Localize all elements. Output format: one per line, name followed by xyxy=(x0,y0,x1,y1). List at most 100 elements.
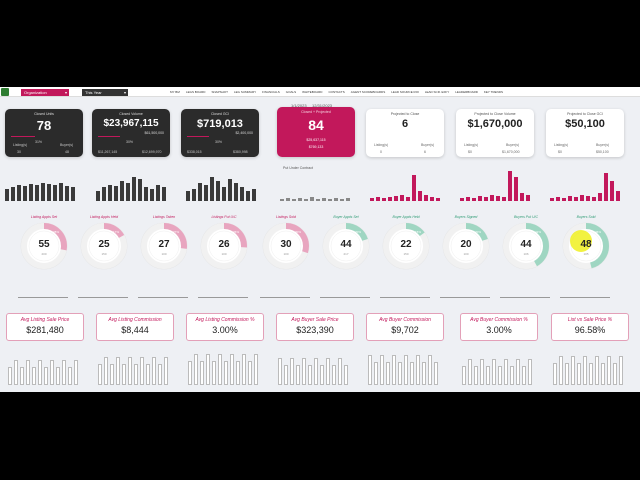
chart-bar xyxy=(254,354,258,385)
chart-bar xyxy=(516,359,520,385)
projected-gci-card[interactable]: Projected to Close GCI $50,100 Listing(s… xyxy=(546,109,624,157)
chart-bar xyxy=(44,367,48,385)
donut-chart[interactable]: 55 200 28% xyxy=(20,222,68,270)
chart-bar xyxy=(498,366,502,385)
chart-bar xyxy=(216,181,220,201)
closed-units-card[interactable]: Closed Units 78 31% Listing(s) Buyer(s) … xyxy=(5,109,83,157)
chart-bar xyxy=(286,198,290,201)
nav-tab[interactable]: LEAD SOURCE ROI xyxy=(391,90,419,94)
donut-chart[interactable]: 25 150 17% xyxy=(80,222,128,270)
nav-tab[interactable]: FINANCIALS xyxy=(262,90,280,94)
donut-chart[interactable]: 20 100 20% xyxy=(442,222,490,270)
chart-bar xyxy=(222,187,226,201)
chart-bar xyxy=(496,196,500,201)
chart-bar xyxy=(11,187,15,201)
period-select[interactable]: This Year ▾ xyxy=(82,89,128,96)
chart-bar xyxy=(156,185,160,201)
chart-bar xyxy=(212,361,216,385)
mini-chart-axis xyxy=(78,297,128,298)
chart-bar xyxy=(514,177,518,201)
avg-card[interactable]: Avg Buyer Commission % 3.00% xyxy=(460,313,538,341)
monthly-bar-chart xyxy=(96,167,174,201)
chart-bar xyxy=(252,189,256,201)
donut-chart[interactable]: 26 100 26% xyxy=(200,222,248,270)
mini-chart-axis xyxy=(500,297,550,298)
avg-card-value: $8,444 xyxy=(121,325,149,335)
donut-chart[interactable]: 44 106 42% xyxy=(502,222,550,270)
donut-goal: 150 xyxy=(403,252,409,256)
projected-volume-card[interactable]: Projected to Close Volume $1,670,000 Lis… xyxy=(456,109,534,157)
avg-card[interactable]: Avg Buyer Sale Price $323,390 xyxy=(276,313,354,341)
chart-bar xyxy=(186,191,190,201)
chart-bar xyxy=(144,187,148,201)
chart-bar xyxy=(559,356,563,385)
chart-bar xyxy=(17,185,21,201)
donut-chart[interactable]: 27 100 27% xyxy=(140,222,188,270)
nav-tab[interactable]: SNAPSHOT xyxy=(211,90,228,94)
donut-goal: 100 xyxy=(221,252,227,256)
chart-bar xyxy=(568,196,572,201)
chart-bar xyxy=(298,198,302,201)
projected-close-card[interactable]: Projected to Close 6 Listing(s) Buyer(s)… xyxy=(366,109,444,157)
chart-bar xyxy=(26,360,30,385)
chart-bar xyxy=(310,197,314,201)
avg-card[interactable]: Avg Listing Commission % 3.00% xyxy=(186,313,264,341)
progress-bar xyxy=(11,136,35,137)
buyers-label: Buyer(s) xyxy=(506,143,520,147)
chart-bar xyxy=(492,359,496,385)
chart-bar xyxy=(152,357,156,385)
closed-gci-card[interactable]: Closed GCI $719,013 $2,400,000 30% $338,… xyxy=(181,109,259,157)
kpi-value: $23,967,115 xyxy=(103,118,159,129)
chart-bar xyxy=(571,356,575,385)
donut-chart[interactable]: 30 100 30% xyxy=(262,222,310,270)
organization-select[interactable]: Organization ▾ xyxy=(21,89,69,96)
nav-tab[interactable]: MY BIZ xyxy=(170,90,180,94)
closed-volume-card[interactable]: Closed Volume $23,967,115 $61,500,000 30… xyxy=(92,109,170,157)
chart-bar xyxy=(110,364,114,385)
chart-bar xyxy=(490,195,494,201)
chart-bar xyxy=(146,364,150,385)
nav-tab[interactable]: KEY TRENDS xyxy=(483,90,503,94)
chart-bar xyxy=(562,198,566,201)
nav-tab[interactable]: LEGS BOARD xyxy=(185,90,206,94)
monthly-bar-chart xyxy=(5,167,83,201)
avg-card-title: Avg Listing Commission % xyxy=(195,317,255,323)
donut-percent: 27% xyxy=(173,230,180,234)
avg-card[interactable]: List vs Sale Price % 96.58% xyxy=(551,313,629,341)
nav-tab[interactable]: GOALS xyxy=(285,90,297,94)
top-nav-bar: Organization ▾ This Year ▾ MY BIZ LEGS BO… xyxy=(0,87,640,97)
nav-tab[interactable]: LEG SUMMARY xyxy=(233,90,257,94)
chart-bar xyxy=(228,179,232,201)
chart-bar xyxy=(406,197,410,201)
monthly-bar-chart xyxy=(460,167,538,201)
home-icon[interactable] xyxy=(1,88,9,96)
buyers-value: $12,699,970 xyxy=(142,150,162,154)
donut-chart[interactable]: 44 217 20% xyxy=(322,222,370,270)
closed-projected-card[interactable]: Closed + Projected 84 $25,637,115 $769,1… xyxy=(277,107,355,157)
chart-bar xyxy=(320,365,324,385)
nav-tab[interactable]: WHITEBOARD xyxy=(302,90,323,94)
chart-bar xyxy=(304,199,308,201)
nav-tab[interactable]: LEAD SCR. EFFY xyxy=(424,90,450,94)
chart-bar xyxy=(528,359,532,385)
nav-tab[interactable]: AGENT SCOREBOARDS xyxy=(350,90,386,94)
chart-bar xyxy=(474,366,478,385)
chart-bar xyxy=(23,186,27,201)
chart-bar xyxy=(194,354,198,385)
progress-bar xyxy=(98,136,120,137)
donut-value: 26 xyxy=(218,239,230,250)
chart-bar xyxy=(158,364,162,385)
donut-goal: 105 xyxy=(583,252,589,256)
mini-chart-axis xyxy=(320,297,370,298)
avg-card[interactable]: Avg Listing Sale Price $281,480 xyxy=(6,313,84,341)
donut-goal: 200 xyxy=(41,252,47,256)
donut-chart[interactable]: 48 105 46% xyxy=(562,222,610,270)
kpi-value: 78 xyxy=(36,118,52,133)
donut-chart[interactable]: 22 150 15% xyxy=(382,222,430,270)
nav-tab[interactable]: CONTACTS xyxy=(328,90,345,94)
avg-card[interactable]: Avg Buyer Commission $9,702 xyxy=(366,313,444,341)
nav-tab[interactable]: LEADERBOARD xyxy=(455,90,478,94)
avg-card[interactable]: Avg Listing Commission $8,444 xyxy=(96,313,174,341)
donut-label: Buyers Signed xyxy=(454,215,478,219)
chart-bar xyxy=(314,358,318,385)
